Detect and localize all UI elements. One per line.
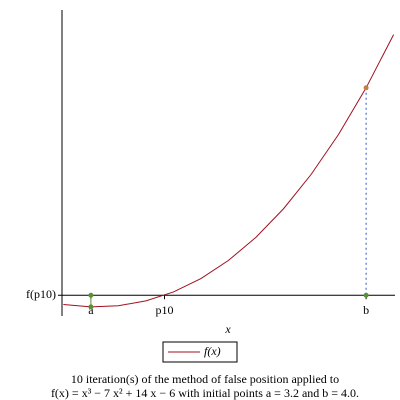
point xyxy=(88,304,94,310)
x-tick-label: a xyxy=(88,303,94,317)
caption-line: 10 iteration(s) of the method of false p… xyxy=(71,372,339,386)
caption-line: f(x) = x³ − 7 x² + 14 x − 6 with initial… xyxy=(51,386,359,400)
point xyxy=(363,85,369,91)
axis-point xyxy=(88,292,94,298)
line xyxy=(63,34,395,308)
x-tick-label: b xyxy=(363,303,369,317)
x-axis-label: x xyxy=(224,322,231,336)
axis-point xyxy=(363,292,369,298)
x-tick-label: p10 xyxy=(156,303,174,317)
legend-box xyxy=(162,341,238,363)
y-tick-label: f(p10) xyxy=(26,287,56,301)
legend-label: f(x) xyxy=(204,344,221,358)
